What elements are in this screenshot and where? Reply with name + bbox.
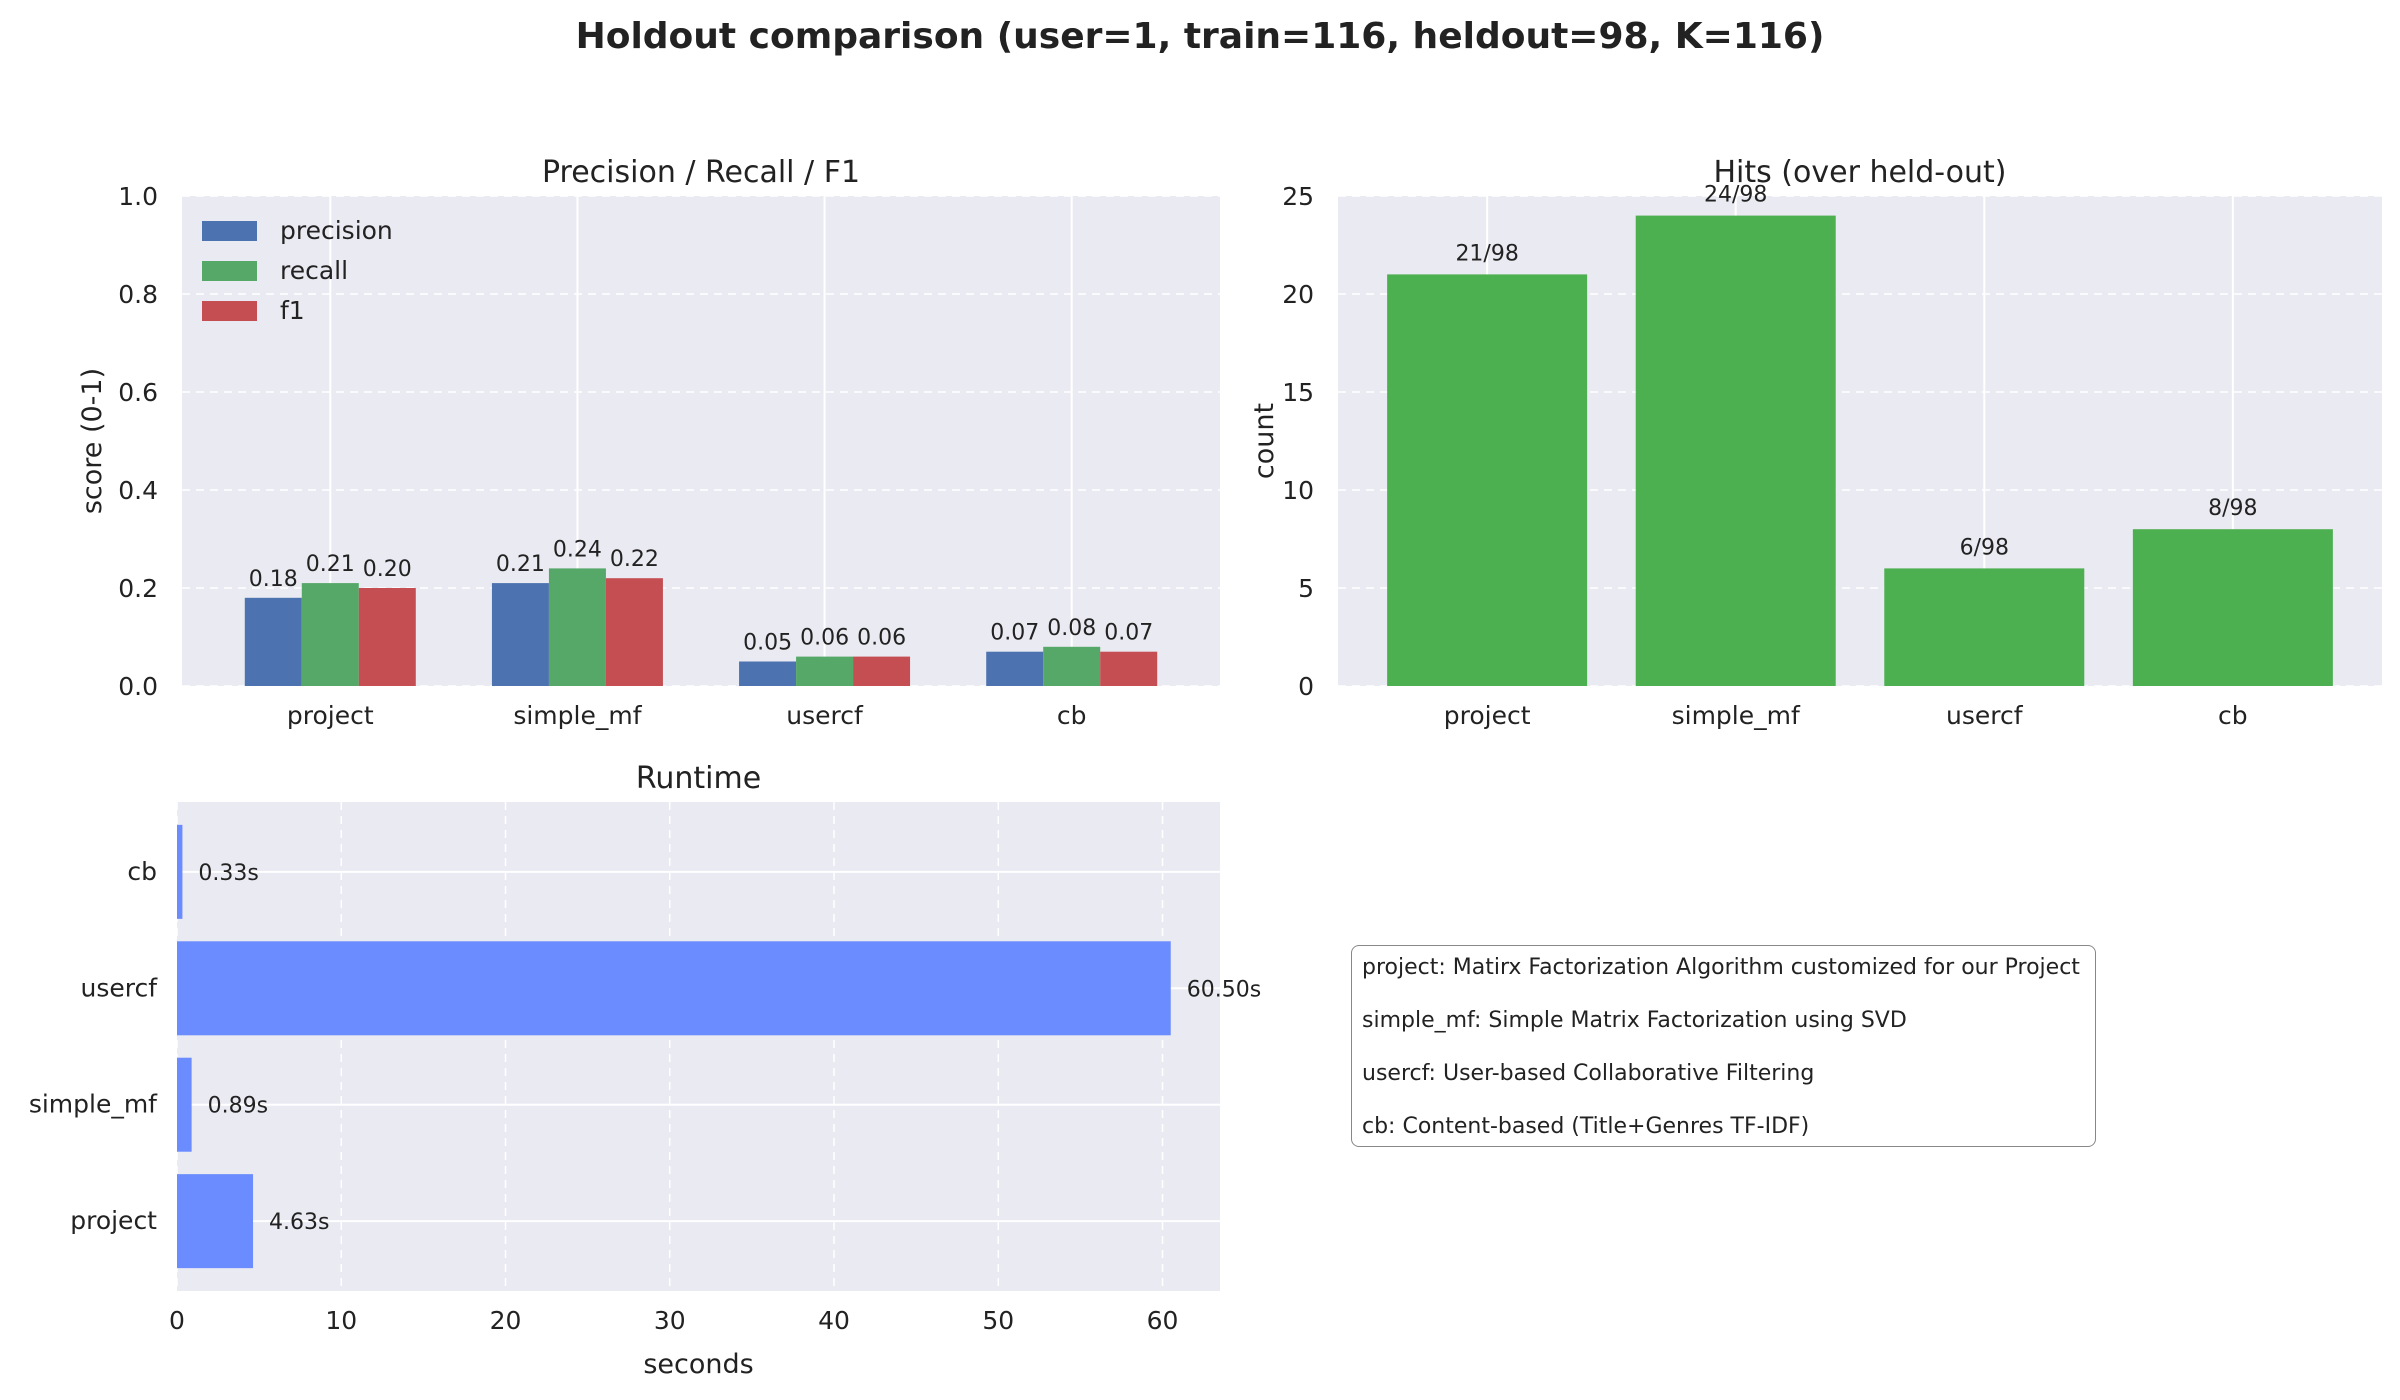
runtime-ytick-label: cb xyxy=(127,857,157,886)
prf-legend-swatch-f1 xyxy=(202,301,257,321)
prf-xtick-label: project xyxy=(287,701,374,730)
prf-ytick-label: 0.4 xyxy=(118,476,158,505)
prf-data-label: 0.07 xyxy=(990,621,1039,646)
runtime-xtick-label: 50 xyxy=(982,1306,1014,1335)
runtime-ytick-label: project xyxy=(70,1206,157,1235)
prf-bar-f1-usercf xyxy=(853,656,911,686)
hits-ytick-label: 0 xyxy=(1298,672,1314,701)
prf-bar-precision-project xyxy=(244,597,302,686)
prf-data-label: 0.07 xyxy=(1104,621,1153,646)
hits-ytick-label: 5 xyxy=(1298,574,1314,603)
note-simple-mf: simple_mf: Simple Matrix Factorization u… xyxy=(1362,1008,1907,1033)
prf-data-label: 0.06 xyxy=(800,626,849,651)
runtime-ytick-label: simple_mf xyxy=(29,1090,158,1119)
hits-bar-usercf xyxy=(1884,568,2085,686)
hits-xtick-label: cb xyxy=(2218,701,2248,730)
prf-ytick-label: 0.8 xyxy=(118,280,158,309)
hits-ytick-label: 10 xyxy=(1282,476,1314,505)
hits-data-label: 8/98 xyxy=(2208,496,2257,521)
runtime-data-label: 60.50s xyxy=(1187,977,1261,1002)
prf-legend-swatch-precision xyxy=(202,221,257,241)
note-cb: cb: Content-based (Title+Genres TF-IDF) xyxy=(1362,1114,1810,1139)
runtime-title: Runtime xyxy=(636,761,761,796)
runtime-xtick-label: 10 xyxy=(325,1306,357,1335)
hits-data-label: 24/98 xyxy=(1704,183,1767,208)
prf-bar-recall-usercf xyxy=(796,656,854,686)
prf-bar-precision-cb xyxy=(986,651,1044,686)
runtime-bar-simple-mf xyxy=(177,1057,192,1152)
prf-legend-swatch-recall xyxy=(202,261,257,281)
prf-ylabel: score (0-1) xyxy=(77,368,108,514)
runtime-xtick-label: 30 xyxy=(654,1306,686,1335)
runtime-bar-usercf xyxy=(177,941,1171,1036)
prf-data-label: 0.20 xyxy=(363,557,412,582)
prf-data-label: 0.24 xyxy=(553,537,602,562)
prf-legend-label-f1: f1 xyxy=(280,296,305,325)
prf-bar-f1-simple-mf xyxy=(605,578,663,686)
prf-title: Precision / Recall / F1 xyxy=(542,155,860,190)
prf-xtick-label: cb xyxy=(1057,701,1087,730)
prf-data-label: 0.06 xyxy=(857,626,906,651)
prf-ytick-label: 1.0 xyxy=(118,182,158,211)
prf-bar-recall-cb xyxy=(1043,646,1101,686)
legend-notes-box: project: Matirx Factorization Algorithm … xyxy=(1351,945,2096,1147)
runtime-plot-area xyxy=(177,802,1220,1291)
prf-ytick-label: 0.2 xyxy=(118,574,158,603)
prf-ytick-label: 0.6 xyxy=(118,378,158,407)
hits-data-label: 6/98 xyxy=(1960,535,2009,560)
hits-bar-simple-mf xyxy=(1635,215,1836,686)
runtime-data-label: 0.89s xyxy=(208,1094,268,1119)
runtime-xtick-label: 60 xyxy=(1147,1306,1179,1335)
prf-data-label: 0.05 xyxy=(743,631,792,656)
prf-xtick-label: usercf xyxy=(786,701,864,730)
prf-data-label: 0.21 xyxy=(306,552,355,577)
hits-xtick-label: simple_mf xyxy=(1672,701,1801,730)
runtime-xlabel: seconds xyxy=(643,1349,753,1380)
prf-bar-precision-simple-mf xyxy=(491,583,549,686)
runtime-bar-cb xyxy=(177,824,183,919)
prf-data-label: 0.08 xyxy=(1047,616,1096,641)
note-project: project: Matirx Factorization Algorithm … xyxy=(1362,955,2080,980)
prf-legend-label-precision: precision xyxy=(280,216,393,245)
runtime-bar-project xyxy=(177,1174,254,1269)
hits-bar-cb xyxy=(2132,529,2333,686)
prf-data-label: 0.21 xyxy=(496,552,545,577)
prf-xtick-label: simple_mf xyxy=(513,701,642,730)
hits-title: Hits (over held-out) xyxy=(1713,155,2006,190)
prf-bar-recall-simple-mf xyxy=(548,568,606,686)
hits-xtick-label: project xyxy=(1444,701,1531,730)
note-usercf: usercf: User-based Collaborative Filteri… xyxy=(1362,1061,1815,1086)
prf-legend-label-recall: recall xyxy=(280,256,348,285)
hits-xtick-label: usercf xyxy=(1946,701,2024,730)
runtime-xtick-label: 40 xyxy=(818,1306,850,1335)
hits-ytick-label: 25 xyxy=(1282,182,1314,211)
prf-bar-precision-usercf xyxy=(739,661,797,686)
runtime-xtick-label: 20 xyxy=(490,1306,522,1335)
prf-bar-f1-cb xyxy=(1100,651,1158,686)
hits-ytick-label: 15 xyxy=(1282,378,1314,407)
prf-bar-f1-project xyxy=(358,588,416,686)
runtime-data-label: 4.63s xyxy=(269,1210,329,1235)
runtime-data-label: 0.33s xyxy=(198,861,258,886)
hits-ylabel: count xyxy=(1249,403,1280,479)
prf-ytick-label: 0.0 xyxy=(118,672,158,701)
hits-data-label: 21/98 xyxy=(1455,241,1518,266)
hits-bar-project xyxy=(1387,274,1588,686)
runtime-xtick-label: 0 xyxy=(169,1306,185,1335)
prf-data-label: 0.22 xyxy=(610,547,659,572)
figure-title: Holdout comparison (user=1, train=116, h… xyxy=(575,16,1825,57)
prf-data-label: 0.18 xyxy=(249,567,298,592)
runtime-ytick-label: usercf xyxy=(80,973,158,1002)
prf-bar-recall-project xyxy=(301,583,359,686)
hits-ytick-label: 20 xyxy=(1282,280,1314,309)
